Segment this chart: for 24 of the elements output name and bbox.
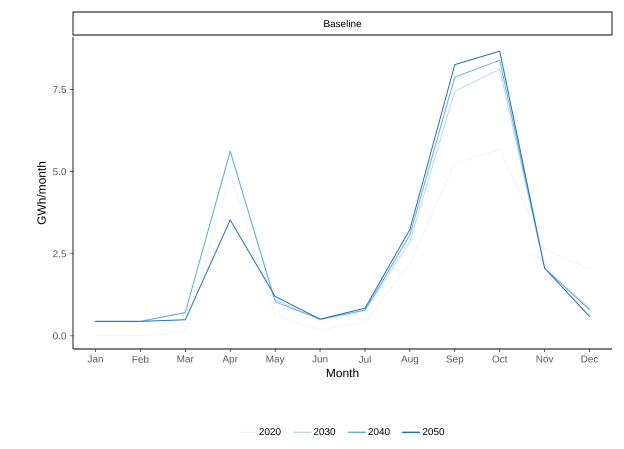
x-axis-title: Month [326, 368, 358, 378]
chart-title: Baseline [324, 20, 362, 28]
x-tick-label: Jan [88, 356, 103, 362]
legend-label: 2020 [259, 428, 281, 436]
x-tick-label: Jul [358, 356, 371, 363]
x-tick-label: Oct [492, 356, 508, 363]
x-tick-label: Nov [536, 356, 554, 362]
x-tick-label: Feb [132, 356, 149, 363]
x-tick-label: Jun [312, 356, 328, 362]
x-tick-label: Apr [222, 356, 238, 364]
line-series [94, 148, 590, 336]
x-tick-label: Sep [446, 356, 464, 365]
y-tick-label: 7.5 [53, 86, 66, 94]
legend-label: 2040 [368, 428, 390, 436]
x-tick-label: May [266, 356, 285, 364]
x-tick-label: Mar [178, 356, 194, 362]
x-tick-label: Aug [401, 356, 418, 364]
y-axis-title: GWh/month [37, 162, 46, 224]
y-tick-label: 2.5 [53, 250, 66, 258]
legend-label: 2050 [422, 428, 444, 436]
x-tick-label: Dec [582, 356, 598, 362]
legend-label: 2030 [314, 428, 336, 436]
y-tick-label: 0.0 [53, 332, 66, 340]
y-tick-label: 5.0 [53, 168, 66, 176]
